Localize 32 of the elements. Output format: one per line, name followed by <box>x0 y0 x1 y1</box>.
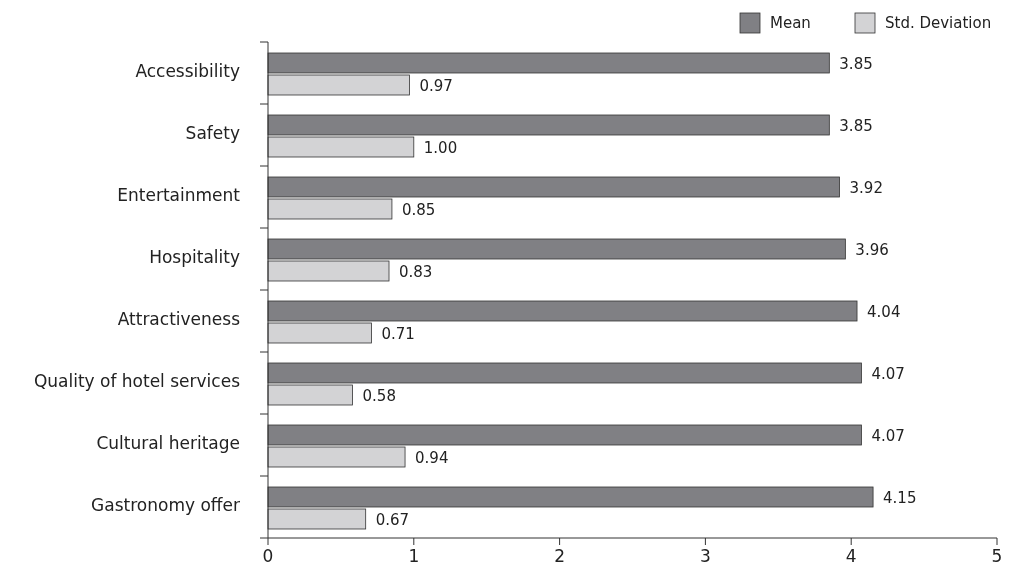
y-tick-label: Entertainment <box>117 184 241 205</box>
data-label: 3.92 <box>849 179 883 198</box>
y-tick-label: Gastronomy offer <box>91 494 240 515</box>
legend-label: Mean <box>770 14 811 33</box>
data-label: 0.58 <box>362 387 396 406</box>
data-label: 1.00 <box>423 139 458 158</box>
data-label: 3.85 <box>839 55 873 74</box>
data-label: 0.83 <box>399 263 433 282</box>
data-label: 3.96 <box>855 241 889 260</box>
x-tick-label: 1 <box>408 546 420 566</box>
y-tick-label: Attractiveness <box>117 308 241 329</box>
data-label: 4.07 <box>871 427 905 446</box>
x-tick-label: 4 <box>845 546 857 566</box>
x-tick-label: 2 <box>554 546 566 566</box>
y-tick-label: Safety <box>185 122 240 143</box>
data-label: 4.04 <box>867 303 901 322</box>
x-tick-label: 0 <box>262 546 274 566</box>
data-label: 4.15 <box>883 489 917 508</box>
y-tick-label: Cultural heritage <box>96 432 240 453</box>
y-tick-label: Hospitality <box>149 246 240 267</box>
data-label: 0.97 <box>419 77 453 96</box>
y-tick-label: Quality of hotel services <box>33 370 241 391</box>
x-tick-label: 5 <box>991 546 1003 566</box>
data-label: 4.07 <box>871 365 905 384</box>
data-label: 0.67 <box>375 511 410 530</box>
data-label: 0.71 <box>381 325 415 344</box>
data-label: 0.94 <box>415 449 449 468</box>
data-label: 0.85 <box>401 201 436 220</box>
data-label: 3.85 <box>839 117 873 136</box>
legend-label: Std. Deviation <box>885 14 992 33</box>
x-tick-label: 3 <box>699 546 711 566</box>
y-tick-label: Accessibility <box>135 60 240 81</box>
